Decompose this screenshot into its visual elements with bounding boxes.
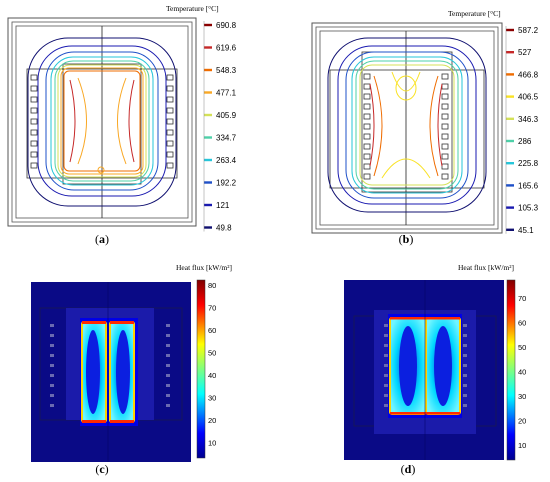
legend-tick-b-3: 406.5 bbox=[518, 93, 539, 102]
caption-b: (b) bbox=[386, 232, 426, 247]
legend-tick-b-6: 225.8 bbox=[518, 159, 539, 168]
legend-swatch-b-0 bbox=[506, 28, 514, 32]
legend-tick-a-5: 334.7 bbox=[216, 134, 237, 143]
caption-a-letter: a bbox=[99, 232, 105, 246]
legend-tick-a-4: 405.9 bbox=[216, 111, 237, 120]
legend-swatch-b-9 bbox=[506, 228, 514, 231]
legend-swatch-b-4 bbox=[506, 117, 514, 120]
colorbar-tick-c-5: 30 bbox=[208, 394, 216, 403]
colorbar-tick-c-2: 60 bbox=[208, 326, 216, 335]
contour-plot-b: Temperature [°C] 587.2 527 466.8 406.5 346.3… bbox=[311, 9, 539, 235]
legend-tick-b-7: 165.6 bbox=[518, 181, 539, 190]
colorbar-d bbox=[506, 279, 516, 461]
colorbar-tick-c-4: 40 bbox=[208, 371, 216, 380]
legend-swatch-a-8 bbox=[204, 203, 212, 207]
colorbar-tick-d-2: 50 bbox=[518, 343, 526, 352]
legend-swatch-b-6 bbox=[506, 162, 514, 165]
legend-tick-b-1: 527 bbox=[518, 48, 532, 57]
contour-plot-a: Temperature [°C] 690.8 619.6 548.3 477.1 405… bbox=[7, 4, 237, 233]
colorbar-tick-d-6: 10 bbox=[518, 441, 526, 450]
legend-tick-a-3: 477.1 bbox=[216, 89, 237, 98]
legend-swatch-a-4 bbox=[204, 113, 212, 117]
colorbar-tick-d-0: 70 bbox=[518, 294, 526, 303]
legend-swatch-b-5 bbox=[506, 139, 514, 143]
caption-d-close: ) bbox=[411, 462, 416, 476]
legend-swatch-b-8 bbox=[506, 206, 514, 209]
panel-d-heat-flux-map: Heat flux [kW/m²] 70 60 50 40 30 20 10 (d) bbox=[278, 258, 550, 482]
legend-swatch-b-2 bbox=[506, 73, 514, 76]
legend-tick-b-4: 346.3 bbox=[518, 115, 539, 124]
legend-swatch-a-7 bbox=[204, 181, 212, 184]
legend-swatch-a-5 bbox=[204, 136, 212, 139]
legend-tick-a-7: 192.2 bbox=[216, 179, 237, 188]
panel-a-temperature-contour: Temperature [°C] 690.8 619.6 548.3 477.1 405… bbox=[0, 0, 270, 250]
caption-d-letter: d bbox=[404, 462, 412, 476]
caption-d: (d) bbox=[388, 462, 428, 477]
legend-swatch-b-7 bbox=[506, 184, 514, 187]
colorbar-tick-c-6: 20 bbox=[208, 416, 216, 425]
caption-c-letter: c bbox=[99, 462, 105, 476]
colorbar-tick-c-0: 80 bbox=[208, 281, 216, 290]
legend-swatch-b-1 bbox=[506, 51, 514, 54]
colorbar-tick-d-3: 40 bbox=[518, 368, 526, 377]
legend-title-d: Heat flux [kW/m²] bbox=[458, 263, 514, 272]
legend-swatch-b-3 bbox=[506, 95, 514, 98]
legend-swatch-a-0 bbox=[204, 23, 212, 27]
legend-tick-a-1: 619.6 bbox=[216, 44, 237, 53]
legend-tick-a-2: 548.3 bbox=[216, 66, 237, 75]
caption-a: (a) bbox=[82, 232, 122, 247]
legend-swatch-a-2 bbox=[204, 68, 212, 72]
legend-tick-b-2: 466.8 bbox=[518, 70, 539, 79]
caption-a-open: ( bbox=[95, 232, 99, 246]
legend-tick-a-6: 263.4 bbox=[216, 156, 237, 165]
colorbar-a: 690.8 619.6 548.3 477.1 405.9 334.7 263.4 192.2… bbox=[203, 21, 237, 233]
heat-flux-plot-d: Heat flux [kW/m²] 70 60 50 40 30 20 10 bbox=[344, 263, 526, 461]
legend-title-c: Heat flux [kW/m²] bbox=[176, 263, 232, 272]
colorbar-c bbox=[196, 279, 206, 459]
legend-swatch-a-9 bbox=[204, 226, 212, 229]
legend-tick-b-5: 286 bbox=[518, 137, 532, 146]
caption-c-open: ( bbox=[95, 462, 100, 476]
caption-b-letter: b bbox=[402, 232, 410, 246]
legend-tick-a-8: 121 bbox=[216, 201, 230, 210]
legend-swatch-a-3 bbox=[204, 91, 212, 94]
colorbar-tick-c-7: 10 bbox=[208, 439, 216, 448]
legend-tick-a-9: 49.8 bbox=[216, 224, 232, 233]
caption-a-close: ) bbox=[105, 232, 109, 246]
panel-b-temperature-contour: Temperature [°C] 587.2 527 466.8 406.5 346.3… bbox=[278, 0, 550, 250]
colorbar-tick-d-5: 20 bbox=[518, 417, 526, 426]
legend-swatch-a-6 bbox=[204, 158, 212, 162]
caption-b-close: ) bbox=[409, 232, 414, 246]
heat-flux-plot-c: Heat flux [kW/m²] 80 70 60 50 40 30 20 10 bbox=[31, 263, 232, 462]
colorbar-tick-d-4: 30 bbox=[518, 392, 526, 401]
caption-d-open: ( bbox=[400, 462, 405, 476]
colorbar-tick-c-1: 70 bbox=[208, 304, 216, 313]
legend-tick-a-0: 690.8 bbox=[216, 21, 237, 30]
legend-title-a: Temperature [°C] bbox=[166, 4, 219, 13]
caption-c-close: ) bbox=[104, 462, 109, 476]
colorbar-b: 587.2 527 466.8 406.5 346.3 286 225.8 165.6 105.… bbox=[505, 26, 539, 235]
colorbar-tick-d-1: 60 bbox=[518, 319, 526, 328]
caption-c: (c) bbox=[82, 462, 122, 477]
legend-tick-b-9: 45.1 bbox=[518, 226, 534, 235]
legend-swatch-a-1 bbox=[204, 46, 212, 49]
legend-tick-b-0: 587.2 bbox=[518, 26, 539, 35]
colorbar-tick-c-3: 50 bbox=[208, 349, 216, 358]
legend-title-b: Temperature [°C] bbox=[448, 9, 501, 18]
caption-b-open: ( bbox=[398, 232, 403, 246]
legend-tick-b-8: 105.3 bbox=[518, 204, 539, 213]
panel-c-heat-flux-map: Heat flux [kW/m²] 80 70 60 50 40 30 20 10 (c) bbox=[0, 258, 270, 482]
